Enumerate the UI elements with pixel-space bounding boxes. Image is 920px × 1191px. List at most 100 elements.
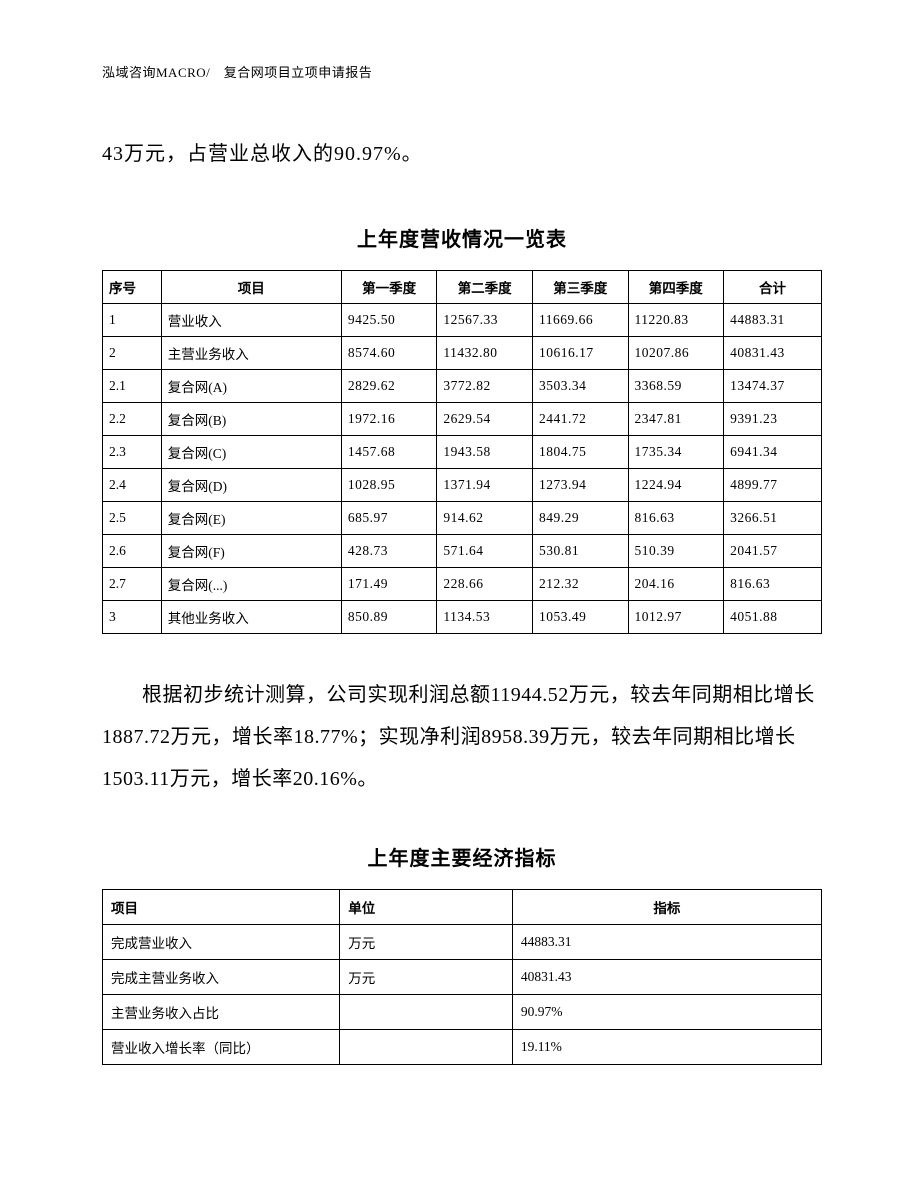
table-row: 完成营业收入万元44883.31 (103, 925, 822, 960)
revenue-table-body: 1营业收入9425.5012567.3311669.6611220.834488… (103, 304, 822, 634)
cell: 1943.58 (437, 436, 533, 469)
header-text: 泓域咨询MACRO/ 复合网项目立项申请报告 (102, 65, 372, 80)
table-row: 营业收入增长率（同比） 19.11% (103, 1030, 822, 1065)
cell: 2629.54 (437, 403, 533, 436)
table-row: 完成主营业务收入万元40831.43 (103, 960, 822, 995)
cell: 1028.95 (341, 469, 437, 502)
cell: 19.11% (512, 1030, 821, 1065)
cell: 2 (103, 337, 162, 370)
cell: 1804.75 (532, 436, 628, 469)
cell: 6941.34 (724, 436, 822, 469)
cell: 44883.31 (512, 925, 821, 960)
indicator-table-body: 完成营业收入万元44883.31 完成主营业务收入万元40831.43 主营业务… (103, 925, 822, 1065)
table-row: 主营业务收入占比 90.97% (103, 995, 822, 1030)
cell: 9425.50 (341, 304, 437, 337)
cell: 2.1 (103, 370, 162, 403)
cell: 1012.97 (628, 601, 724, 634)
cell: 营业收入增长率（同比） (103, 1030, 340, 1065)
cell: 4899.77 (724, 469, 822, 502)
cell: 复合网(...) (161, 568, 341, 601)
cell: 212.32 (532, 568, 628, 601)
cell: 171.49 (341, 568, 437, 601)
cell: 2.3 (103, 436, 162, 469)
col-header-q3: 第三季度 (532, 271, 628, 304)
cell: 530.81 (532, 535, 628, 568)
cell: 3266.51 (724, 502, 822, 535)
cell (340, 995, 513, 1030)
cell: 9391.23 (724, 403, 822, 436)
table-header-row: 项目 单位 指标 (103, 890, 822, 925)
cell: 44883.31 (724, 304, 822, 337)
col-header-indicator: 指标 (512, 890, 821, 925)
table-header-row: 序号 项目 第一季度 第二季度 第三季度 第四季度 合计 (103, 271, 822, 304)
cell: 2441.72 (532, 403, 628, 436)
table-row: 3其他业务收入850.891134.531053.491012.974051.8… (103, 601, 822, 634)
cell: 1735.34 (628, 436, 724, 469)
cell: 2.2 (103, 403, 162, 436)
cell: 510.39 (628, 535, 724, 568)
col-header-q2: 第二季度 (437, 271, 533, 304)
table-row: 2.2复合网(B)1972.162629.542441.722347.81939… (103, 403, 822, 436)
cell: 13474.37 (724, 370, 822, 403)
cell: 2347.81 (628, 403, 724, 436)
intro-line: 43万元，占营业总收入的90.97%。 (102, 139, 822, 169)
cell: 1053.49 (532, 601, 628, 634)
analysis-paragraph: 根据初步统计测算，公司实现利润总额11944.52万元，较去年同期相比增长188… (102, 674, 822, 800)
col-header-project: 项目 (103, 890, 340, 925)
cell: 1224.94 (628, 469, 724, 502)
table-row: 1营业收入9425.5012567.3311669.6611220.834488… (103, 304, 822, 337)
indicator-table: 项目 单位 指标 完成营业收入万元44883.31 完成主营业务收入万元4083… (102, 889, 822, 1065)
table-row: 2.5复合网(E)685.97914.62849.29816.633266.51 (103, 502, 822, 535)
col-header-total: 合计 (724, 271, 822, 304)
cell: 10616.17 (532, 337, 628, 370)
col-header-unit: 单位 (340, 890, 513, 925)
cell: 复合网(A) (161, 370, 341, 403)
cell: 914.62 (437, 502, 533, 535)
cell: 816.63 (724, 568, 822, 601)
cell: 2.7 (103, 568, 162, 601)
cell: 3772.82 (437, 370, 533, 403)
cell: 850.89 (341, 601, 437, 634)
cell: 10207.86 (628, 337, 724, 370)
cell: 2829.62 (341, 370, 437, 403)
cell: 万元 (340, 925, 513, 960)
revenue-table-title: 上年度营收情况一览表 (102, 223, 822, 252)
cell: 万元 (340, 960, 513, 995)
table-row: 2.4复合网(D)1028.951371.941273.941224.94489… (103, 469, 822, 502)
cell: 228.66 (437, 568, 533, 601)
cell: 90.97% (512, 995, 821, 1030)
intro-text-content: 43万元，占营业总收入的90.97%。 (102, 143, 423, 165)
col-header-q4: 第四季度 (628, 271, 724, 304)
cell: 主营业务收入占比 (103, 995, 340, 1030)
cell: 204.16 (628, 568, 724, 601)
cell: 1134.53 (437, 601, 533, 634)
cell: 营业收入 (161, 304, 341, 337)
page-header: 泓域咨询MACRO/ 复合网项目立项申请报告 (102, 62, 822, 81)
cell: 3368.59 (628, 370, 724, 403)
cell: 571.64 (437, 535, 533, 568)
cell: 2041.57 (724, 535, 822, 568)
cell: 4051.88 (724, 601, 822, 634)
cell: 主营业务收入 (161, 337, 341, 370)
cell: 复合网(D) (161, 469, 341, 502)
col-header-seq: 序号 (103, 271, 162, 304)
cell: 1 (103, 304, 162, 337)
cell: 其他业务收入 (161, 601, 341, 634)
table-row: 2.1复合网(A)2829.623772.823503.343368.59134… (103, 370, 822, 403)
cell: 849.29 (532, 502, 628, 535)
cell: 8574.60 (341, 337, 437, 370)
indicator-table-title: 上年度主要经济指标 (102, 842, 822, 871)
cell: 11669.66 (532, 304, 628, 337)
cell: 完成营业收入 (103, 925, 340, 960)
cell: 复合网(B) (161, 403, 341, 436)
table-row: 2.7复合网(...)171.49228.66212.32204.16816.6… (103, 568, 822, 601)
cell: 1972.16 (341, 403, 437, 436)
cell: 3 (103, 601, 162, 634)
cell: 2.6 (103, 535, 162, 568)
col-header-item: 项目 (161, 271, 341, 304)
cell: 40831.43 (724, 337, 822, 370)
cell: 685.97 (341, 502, 437, 535)
cell: 11220.83 (628, 304, 724, 337)
cell: 11432.80 (437, 337, 533, 370)
cell: 复合网(F) (161, 535, 341, 568)
